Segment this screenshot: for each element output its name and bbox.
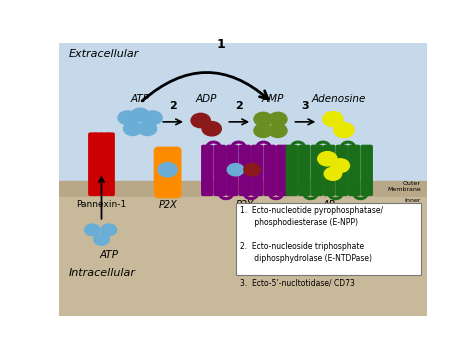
Circle shape xyxy=(144,111,162,125)
Circle shape xyxy=(228,164,244,176)
Circle shape xyxy=(334,122,354,138)
Text: 3: 3 xyxy=(301,101,309,111)
Text: 2: 2 xyxy=(236,101,243,111)
Text: Inner
Membrane: Inner Membrane xyxy=(387,198,421,208)
Circle shape xyxy=(323,111,343,127)
Text: Adenosine: Adenosine xyxy=(311,94,365,104)
Bar xyxy=(59,197,427,316)
Circle shape xyxy=(118,111,137,125)
Text: 1: 1 xyxy=(217,38,225,51)
Circle shape xyxy=(124,122,142,136)
Text: Outer
Membrane: Outer Membrane xyxy=(387,181,421,192)
Circle shape xyxy=(131,108,149,122)
Circle shape xyxy=(254,112,272,126)
FancyBboxPatch shape xyxy=(89,133,97,195)
Bar xyxy=(59,43,427,181)
Text: ATP: ATP xyxy=(130,94,150,104)
FancyBboxPatch shape xyxy=(239,146,250,195)
Text: Intracellular: Intracellular xyxy=(68,268,136,278)
Circle shape xyxy=(331,159,349,173)
FancyBboxPatch shape xyxy=(311,146,322,195)
FancyBboxPatch shape xyxy=(324,146,335,195)
FancyBboxPatch shape xyxy=(100,133,108,195)
Circle shape xyxy=(191,113,210,128)
FancyBboxPatch shape xyxy=(336,146,347,195)
Text: P2Y: P2Y xyxy=(236,200,254,210)
Circle shape xyxy=(254,124,272,137)
Circle shape xyxy=(84,224,100,236)
Text: AMP: AMP xyxy=(261,94,283,104)
Text: Extracellular: Extracellular xyxy=(68,49,139,59)
FancyBboxPatch shape xyxy=(227,146,238,195)
Circle shape xyxy=(269,112,287,126)
Text: P2X: P2X xyxy=(158,200,177,210)
Bar xyxy=(236,202,421,275)
Circle shape xyxy=(202,121,221,136)
FancyBboxPatch shape xyxy=(286,146,297,195)
FancyBboxPatch shape xyxy=(155,147,181,198)
Circle shape xyxy=(94,234,109,245)
Circle shape xyxy=(138,122,156,136)
Circle shape xyxy=(101,224,117,236)
FancyBboxPatch shape xyxy=(214,146,225,195)
FancyBboxPatch shape xyxy=(349,146,360,195)
Text: 2: 2 xyxy=(169,101,177,111)
Circle shape xyxy=(324,167,342,180)
Circle shape xyxy=(158,163,177,177)
Text: AR: AR xyxy=(323,200,336,210)
FancyBboxPatch shape xyxy=(299,146,310,195)
FancyBboxPatch shape xyxy=(202,146,213,195)
Circle shape xyxy=(269,124,287,137)
FancyBboxPatch shape xyxy=(264,146,275,195)
FancyBboxPatch shape xyxy=(107,133,114,195)
FancyBboxPatch shape xyxy=(361,146,372,195)
FancyBboxPatch shape xyxy=(277,146,288,195)
Circle shape xyxy=(318,152,337,166)
Text: 1.  Ecto-nucleotide pyrophosphatase/
      phosphodiesterase (E-NPP)

2.  Ecto-n: 1. Ecto-nucleotide pyrophosphatase/ phos… xyxy=(240,206,383,288)
Text: Pannexin-1: Pannexin-1 xyxy=(76,200,127,209)
Text: ADP: ADP xyxy=(195,94,217,104)
Bar xyxy=(59,181,427,197)
FancyBboxPatch shape xyxy=(252,146,263,195)
FancyBboxPatch shape xyxy=(95,133,102,195)
Text: ATP: ATP xyxy=(100,250,118,260)
Circle shape xyxy=(244,164,260,176)
